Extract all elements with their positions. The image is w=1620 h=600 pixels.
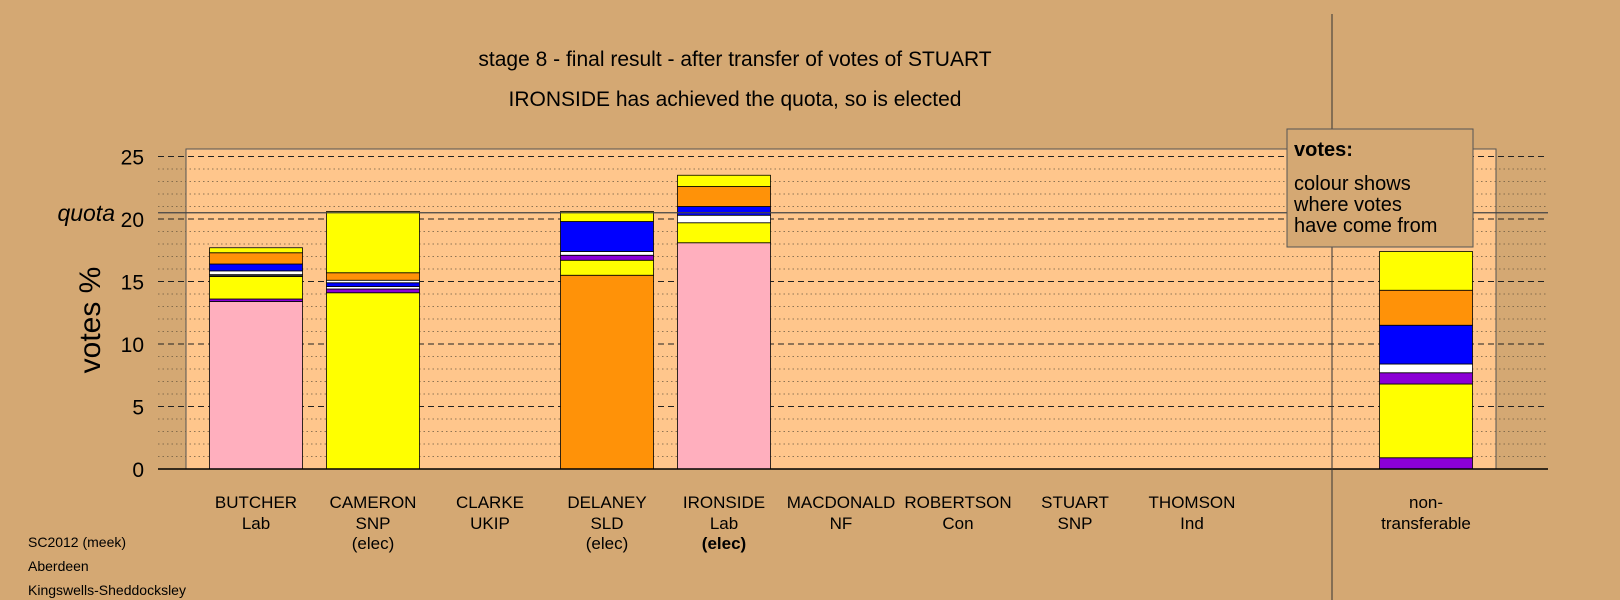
bar-segment (209, 301, 303, 470)
bar-segment (1379, 457, 1473, 470)
bar-segment (326, 282, 420, 287)
x-tick-label: MACDONALD (787, 493, 896, 512)
footer-ward: Kingswells-Sheddocksley (28, 582, 186, 598)
y-tick-label: 10 (121, 334, 144, 357)
x-tick-label: DELANEY (567, 493, 646, 512)
bar-segment (209, 252, 303, 265)
non-transferable-label: transferable (1381, 514, 1471, 533)
footer-method: SC2012 (meek) (28, 534, 127, 550)
bars (209, 174, 1473, 470)
bar-segment (677, 186, 771, 207)
bar-segment (1379, 372, 1473, 385)
chart-title: stage 8 - final result - after transfer … (478, 48, 991, 71)
bar-segment (326, 272, 420, 281)
y-axis-label: votes % (74, 267, 107, 374)
y-tick-label: 0 (132, 459, 144, 482)
party-label: SLD (590, 514, 623, 533)
party-label: SNP (356, 514, 391, 533)
status-label: (elec) (702, 534, 746, 553)
x-tick-label: STUART (1041, 493, 1109, 512)
y-tick-label: 25 (121, 147, 144, 170)
y-tick-label: 15 (121, 272, 144, 295)
bar-segment (677, 174, 771, 187)
bar-segment (1379, 324, 1473, 365)
legend-line-1: colour shows (1294, 173, 1411, 195)
bar-segment (560, 211, 654, 222)
party-label: Lab (242, 514, 270, 533)
bar-segment (209, 270, 303, 276)
bar-segment (209, 276, 303, 300)
bar-segment (326, 292, 420, 470)
axes: 0510152025BUTCHERLabCAMERONSNP(elec)CLAR… (121, 14, 1548, 600)
bar-segment (560, 274, 654, 470)
party-label: Con (942, 514, 973, 533)
bar-segment (326, 211, 420, 274)
chart-subtitle: IRONSIDE has achieved the quota, so is e… (509, 88, 962, 111)
x-tick-label: CLARKE (456, 493, 524, 512)
x-tick-label: THOMSON (1149, 493, 1236, 512)
quota-label: quota (57, 200, 115, 226)
bar-segment (209, 247, 303, 254)
y-tick-label: 5 (132, 397, 144, 420)
legend-box: votes: colour shows where votes have com… (1286, 128, 1474, 248)
bar-segment (209, 263, 303, 272)
legend-title: votes: (1294, 139, 1353, 161)
bar-segment (677, 206, 771, 216)
bar-segment (1379, 289, 1473, 326)
y-tick-label: 20 (121, 209, 144, 232)
status-label: (elec) (586, 534, 629, 553)
bar-segment (1379, 251, 1473, 291)
bar-segment (1379, 383, 1473, 459)
status-label: (elec) (352, 534, 395, 553)
legend-line-3: have come from (1294, 215, 1437, 237)
x-tick-label: BUTCHER (215, 493, 297, 512)
party-label: SNP (1058, 514, 1093, 533)
bar-segment (677, 222, 771, 244)
x-tick-label: IRONSIDE (683, 493, 765, 512)
party-label: Lab (710, 514, 738, 533)
bar-segment (560, 254, 654, 261)
bar-segment (1379, 363, 1473, 374)
bar-segment (677, 214, 771, 224)
legend-line-2: where votes (1293, 194, 1402, 216)
bar-segment (326, 288, 420, 294)
bar-segment (677, 242, 771, 470)
party-label: NF (830, 514, 853, 533)
bar-segment (560, 259, 654, 276)
party-label: UKIP (470, 514, 510, 533)
non-transferable-label: non- (1409, 493, 1443, 512)
bar-segment (560, 251, 654, 256)
footer-council: Aberdeen (28, 558, 89, 574)
bar-segment (560, 221, 654, 252)
x-tick-label: CAMERON (330, 493, 417, 512)
party-label: Ind (1180, 514, 1204, 533)
x-tick-label: ROBERTSON (904, 493, 1011, 512)
